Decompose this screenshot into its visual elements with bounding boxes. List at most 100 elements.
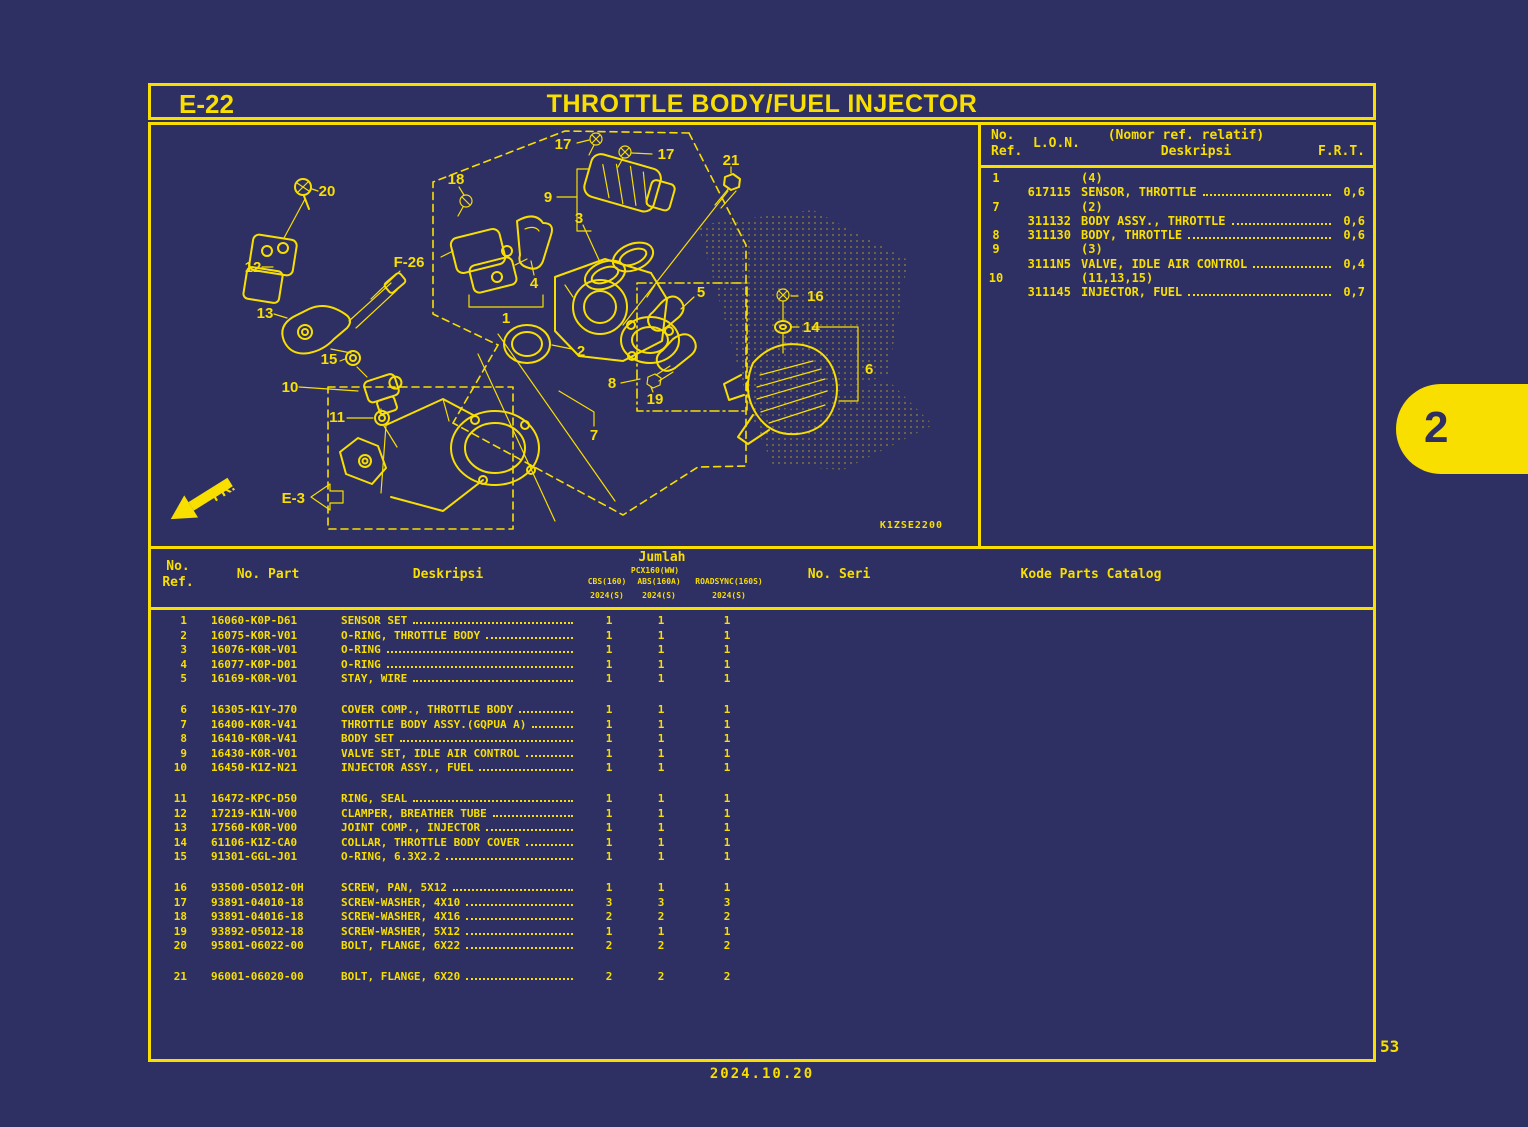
part-number: 16060-K0P-D61 — [211, 614, 298, 627]
lon-code: 311130 — [1027, 228, 1071, 243]
callout-3: 3 — [575, 210, 583, 227]
part-description-cell: SCREW, PAN, 5X12 — [341, 881, 577, 896]
part-description-cell: SCREW-WASHER, 5X12 — [341, 925, 577, 940]
qty-abs: 1 — [657, 880, 665, 894]
cross-ref-f26[interactable]: F-26 — [394, 254, 425, 271]
part-description-cell: SCREW-WASHER, 4X16 — [341, 910, 577, 925]
lon-header-no: No. — [991, 128, 1015, 143]
part-ref-no: 12 — [173, 806, 187, 820]
callout-7: 7 — [590, 427, 598, 444]
part-description-cell: COVER COMP., THROTTLE BODY — [341, 703, 577, 718]
lon-description: BODY, THROTTLE — [1081, 228, 1183, 243]
qty-roadsync: 1 — [723, 806, 731, 820]
part-description: RING, SEAL — [341, 791, 408, 805]
wire-stay-part-5 — [647, 295, 697, 372]
qty-abs: 1 — [657, 835, 665, 849]
part-ref-no: 3 — [180, 643, 187, 657]
part-description: VALVE SET, IDLE AIR CONTROL — [341, 746, 520, 760]
dotted-leader — [466, 896, 573, 906]
dotted-leader — [1188, 286, 1331, 297]
callout-6: 6 — [865, 361, 873, 378]
front-direction-arrow: FR. — [170, 477, 238, 520]
section-tab-2[interactable]: 2 — [1396, 384, 1528, 474]
dotted-leader — [486, 821, 573, 832]
dotted-leader — [413, 614, 573, 624]
clamper-part-12 — [242, 233, 298, 304]
parts-header-seri: No. Seri — [807, 567, 871, 582]
table-row: 1 16060-K0P-D61 SENSOR SET 1 1 1 — [157, 614, 1369, 629]
part-description-cell: SCREW-WASHER, 4X10 — [341, 896, 577, 911]
dotted-leader — [452, 881, 573, 891]
parts-header-model: PCX160(WW) — [630, 566, 680, 575]
qty-cbs: 1 — [605, 614, 613, 627]
fr-label: FR. — [208, 478, 238, 505]
qty-abs: 1 — [657, 614, 665, 627]
variant-cbs-year: 2024(S) — [590, 591, 624, 600]
part-number: 16450-K1Z-N21 — [211, 761, 298, 775]
part-description-cell: O-RING — [341, 643, 577, 658]
table-row: 12 17219-K1N-V00 CLAMPER, BREATHER TUBE … — [157, 807, 1369, 822]
qty-roadsync: 1 — [723, 821, 731, 835]
dotted-leader — [525, 836, 573, 846]
throttle-cover-part-6 — [723, 343, 838, 445]
lon-table-row: 9 (3) — [981, 242, 1373, 256]
part-description: CLAMPER, BREATHER TUBE — [341, 806, 487, 820]
callout-9: 9 — [544, 189, 552, 206]
part-ref-no: 4 — [180, 657, 187, 671]
callout-15: 15 — [321, 351, 338, 368]
qty-roadsync: 1 — [723, 761, 731, 775]
variant-abs-year: 2024(S) — [642, 591, 676, 600]
part-number: 93891-04016-18 — [211, 910, 304, 924]
lon-ref-no: 10 — [988, 271, 1004, 286]
cross-ref-e3-label[interactable]: E-3 — [282, 490, 305, 507]
variant-roadsync-year: 2024(S) — [712, 591, 746, 600]
part-description-cell: VALVE SET, IDLE AIR CONTROL — [341, 747, 577, 762]
dotted-leader — [466, 970, 573, 980]
lon-ref-no: 9 — [992, 242, 1000, 257]
lon-header-ref: Ref. — [991, 144, 1023, 159]
screw-part-19 — [646, 365, 674, 389]
dotted-leader — [1188, 229, 1331, 240]
lon-header-frt: F.R.T. — [1318, 144, 1365, 159]
dotted-leader — [532, 718, 573, 728]
table-row: 11 16472-KPC-D50 RING, SEAL 1 1 1 — [157, 792, 1369, 807]
dotted-leader — [492, 807, 573, 817]
part-ref-no: 10 — [173, 761, 187, 775]
lon-table-body: 1 (4) 617115 SENSOR, THROTTLE 0,6 7 (2) … — [981, 167, 1373, 546]
part-ref-no: 18 — [173, 910, 187, 924]
lon-frt-value: 0,4 — [1343, 256, 1365, 271]
part-description: STAY, WIRE — [341, 672, 408, 686]
leader-lines — [261, 139, 859, 427]
joint-part-13 — [281, 272, 407, 355]
bolt-part-21 — [714, 173, 741, 209]
part-number: 17219-K1N-V00 — [211, 806, 298, 820]
table-row: 14 61106-K1Z-CA0 COLLAR, THROTTLE BODY C… — [157, 836, 1369, 851]
lon-description: (2) — [1081, 199, 1103, 214]
callout-17: 17 — [555, 136, 572, 153]
part-ref-no: 2 — [180, 628, 187, 642]
table-row: 21 96001-06020-00 BOLT, FLANGE, 6X20 2 2… — [157, 970, 1369, 985]
cross-ref-e3[interactable]: E-3 — [282, 483, 344, 511]
part-ref-no: 14 — [173, 835, 187, 849]
lon-code: 3111N5 — [1027, 256, 1071, 271]
parts-header-jumlah: Jumlah — [638, 550, 686, 565]
part-description: SCREW-WASHER, 5X12 — [341, 924, 461, 938]
part-description: COVER COMP., THROTTLE BODY — [341, 702, 514, 716]
part-ref-no: 6 — [180, 702, 187, 716]
assembly-boundary-dashed — [327, 130, 747, 530]
part-number: 93892-05012-18 — [211, 924, 304, 938]
lon-frt-value: 0,6 — [1343, 213, 1365, 228]
part-number: 16075-K0R-V01 — [211, 628, 298, 642]
table-row: 9 16430-K0R-V01 VALVE SET, IDLE AIR CONT… — [157, 747, 1369, 762]
lon-ref-no: 7 — [992, 199, 1000, 214]
part-number: 16400-K0R-V41 — [211, 717, 298, 731]
table-row: 6 16305-K1Y-J70 COVER COMP., THROTTLE BO… — [157, 703, 1369, 718]
lon-table-row: 311132 BODY ASSY., THROTTLE 0,6 — [981, 214, 1373, 228]
callout-13: 13 — [257, 305, 274, 322]
part-ref-no: 11 — [173, 791, 187, 805]
lon-reference-table: No. Ref. L.O.N. (Nomor ref. relatif) Des… — [981, 125, 1373, 546]
lon-code: 311145 — [1027, 285, 1071, 300]
qty-abs: 1 — [657, 702, 665, 716]
part-number: 16076-K0R-V01 — [211, 643, 298, 657]
qty-roadsync: 1 — [723, 791, 731, 805]
